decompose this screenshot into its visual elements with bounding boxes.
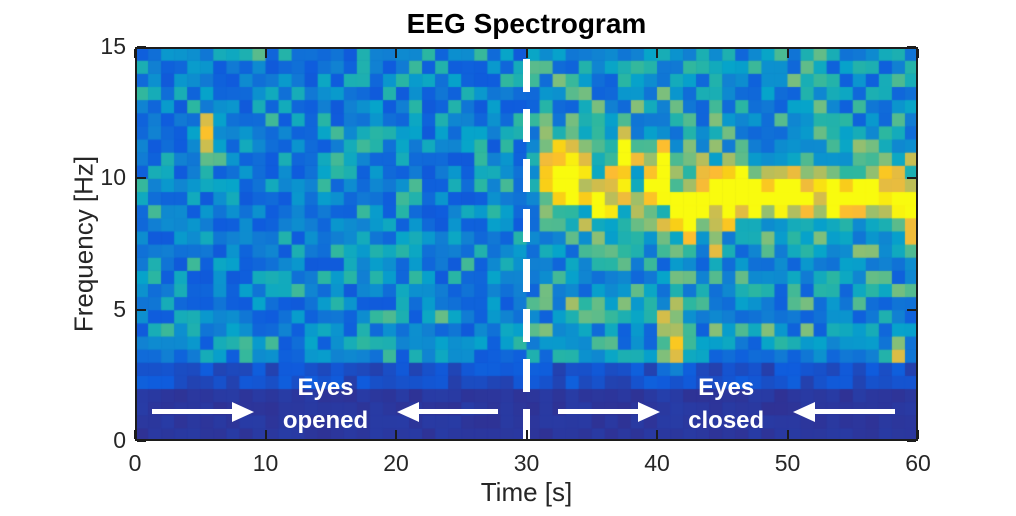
- x-tick-50: [786, 430, 789, 439]
- eyes-closed-arrow-right-head-icon: [792, 402, 815, 423]
- x-axis-label: Time [s]: [480, 477, 573, 507]
- x-tick-top-10: [264, 49, 267, 58]
- event-line-dash: [523, 259, 530, 292]
- x-tick-10: [264, 430, 267, 439]
- event-line-dash: [523, 159, 530, 192]
- eyes-closed-arrow-left: [557, 402, 660, 423]
- x-tick-top-40: [656, 49, 658, 58]
- x-tick-top-50: [786, 49, 789, 58]
- eyes-closed-arrow-right-shaft: [812, 409, 895, 415]
- y-tick-right-10: [907, 177, 916, 180]
- event-line-dash: [523, 359, 530, 392]
- y-tick-15: [137, 46, 146, 48]
- y-tick-label-0: 0: [113, 427, 126, 453]
- event-line-dash: [523, 209, 530, 242]
- y-tick-right-15: [907, 46, 916, 48]
- y-tick-label-10: 10: [100, 164, 126, 191]
- x-tick-top-60: [917, 49, 919, 58]
- x-tick-label-20: 20: [383, 450, 409, 476]
- y-tick-right-0: [907, 440, 916, 442]
- x-tick-top-0: [134, 49, 136, 58]
- annotation-eyes-opened-line1: Eyes: [297, 373, 354, 401]
- chart-title: EEG Spectrogram: [406, 8, 647, 39]
- eyes-closed-arrow-left-shaft: [557, 409, 640, 415]
- eyes-opened-arrow-right: [397, 402, 498, 423]
- x-tick-40: [656, 430, 658, 439]
- x-tick-top-20: [395, 49, 397, 58]
- x-tick-20: [395, 430, 397, 439]
- plot-area: Eyes opened Eyes closed: [134, 46, 919, 442]
- x-tick-30: [525, 430, 528, 439]
- x-tick-label-60: 60: [905, 450, 931, 476]
- x-tick-label-50: 50: [774, 450, 801, 476]
- eyes-closed-arrow-right: [792, 402, 895, 423]
- event-line-dash: [523, 59, 530, 92]
- eyes-opened-arrow-right-head-icon: [397, 402, 420, 423]
- eyes-closed-arrow-left-head-icon: [637, 402, 660, 423]
- annotation-eyes-closed: Eyes closed: [688, 371, 764, 437]
- annotation-eyes-closed-line2: closed: [688, 406, 765, 434]
- y-tick-10: [137, 177, 146, 180]
- x-tick-label-30: 30: [513, 450, 540, 476]
- eyes-opened-arrow-right-shaft: [417, 409, 498, 415]
- annotation-eyes-opened-line2: opened: [282, 406, 369, 434]
- event-line-dash: [523, 309, 530, 342]
- y-tick-right-5: [907, 308, 916, 311]
- event-line-dash: [523, 409, 530, 439]
- x-tick-label-0: 0: [128, 450, 142, 476]
- annotation-eyes-closed-line1: Eyes: [698, 373, 755, 401]
- event-line-t30: [523, 47, 530, 441]
- y-tick-5: [137, 308, 146, 311]
- x-tick-label-10: 10: [252, 450, 279, 476]
- y-tick-0: [137, 440, 146, 442]
- x-tick-0: [134, 430, 136, 439]
- x-tick-60: [917, 430, 919, 439]
- eyes-opened-arrow-left-head-icon: [231, 402, 254, 423]
- x-tick-label-40: 40: [644, 450, 670, 476]
- y-tick-label-5: 5: [113, 295, 126, 322]
- x-tick-top-30: [525, 49, 528, 58]
- annotation-eyes-opened: Eyes opened: [283, 371, 368, 437]
- eyes-opened-arrow-left-shaft: [151, 409, 234, 415]
- event-line-dash: [523, 109, 530, 142]
- eyes-opened-arrow-left: [151, 402, 254, 423]
- y-tick-label-15: 15: [100, 33, 126, 59]
